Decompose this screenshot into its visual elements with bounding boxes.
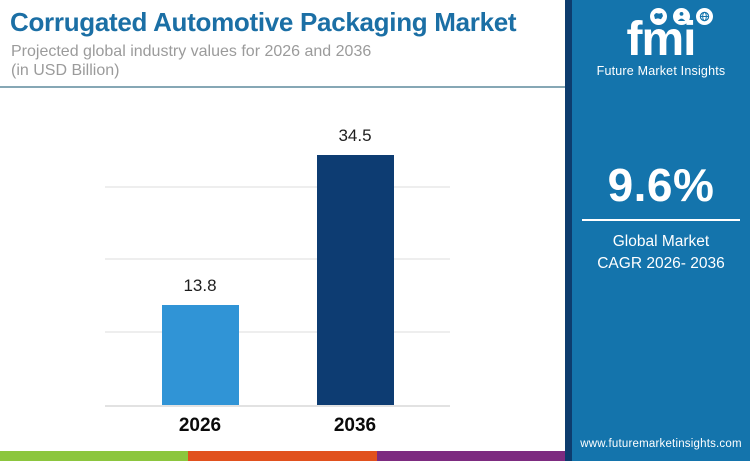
bar-group-2026: 13.8 2026 <box>140 115 260 436</box>
header-divider <box>0 86 565 88</box>
bar-group-2036: 34.5 2036 <box>295 115 415 436</box>
bar-2036 <box>316 154 394 405</box>
cagr-label: Global Market CAGR 2026- 2036 <box>572 231 750 275</box>
gridline <box>105 258 450 260</box>
cagr-label-line2: CAGR 2026- 2036 <box>597 255 725 272</box>
fmi-logo: fmi Future Market Insights <box>572 8 750 78</box>
cagr-value: 9.6% <box>607 159 715 211</box>
x-axis-label: 2036 <box>333 415 377 436</box>
subtitle: Projected global industry values for 202… <box>11 42 559 80</box>
cagr-block: 9.6% Global Market CAGR 2026- 2036 <box>572 158 750 275</box>
logo-circles <box>592 8 750 25</box>
bars-container: 13.8 2026 34.5 2036 <box>105 115 450 436</box>
cagr-label-line1: Global Market <box>612 233 710 250</box>
x-axis-label: 2026 <box>178 415 222 436</box>
logo-company-name: Future Market Insights <box>596 64 726 79</box>
sidebar-accent-strip <box>565 0 572 461</box>
stripe-segment-green <box>0 451 189 461</box>
footer-stripe <box>0 451 565 461</box>
brand-sidebar: fmi Future Market Insights 9.6% Global M… <box>565 0 750 461</box>
chart-panel: Corrugated Automotive Packaging Market P… <box>0 7 565 461</box>
navigator-icon <box>672 8 690 25</box>
logo-wordmark: fmi <box>626 13 697 66</box>
gridline <box>105 185 450 188</box>
bar-2026 <box>161 304 239 405</box>
page-title: Corrugated Automotive Packaging Market <box>10 7 517 37</box>
bar-value-label: 34.5 <box>338 125 372 145</box>
stripe-segment-orange <box>188 451 377 461</box>
gridline <box>105 330 450 333</box>
stripe-segment-purple <box>376 451 565 461</box>
bar-value-label: 13.8 <box>183 275 217 295</box>
map-icon <box>649 8 667 25</box>
subtitle-line2: (in USD Billion) <box>11 62 120 79</box>
website-url: www.futuremarketinsights.com <box>580 438 742 450</box>
subtitle-line1: Projected global industry values for 202… <box>11 43 372 60</box>
bar-chart: 13.8 2026 34.5 2036 <box>105 115 450 436</box>
globe-icon <box>695 8 713 25</box>
sidebar-content: fmi Future Market Insights 9.6% Global M… <box>572 0 750 461</box>
cagr-divider <box>582 219 740 221</box>
